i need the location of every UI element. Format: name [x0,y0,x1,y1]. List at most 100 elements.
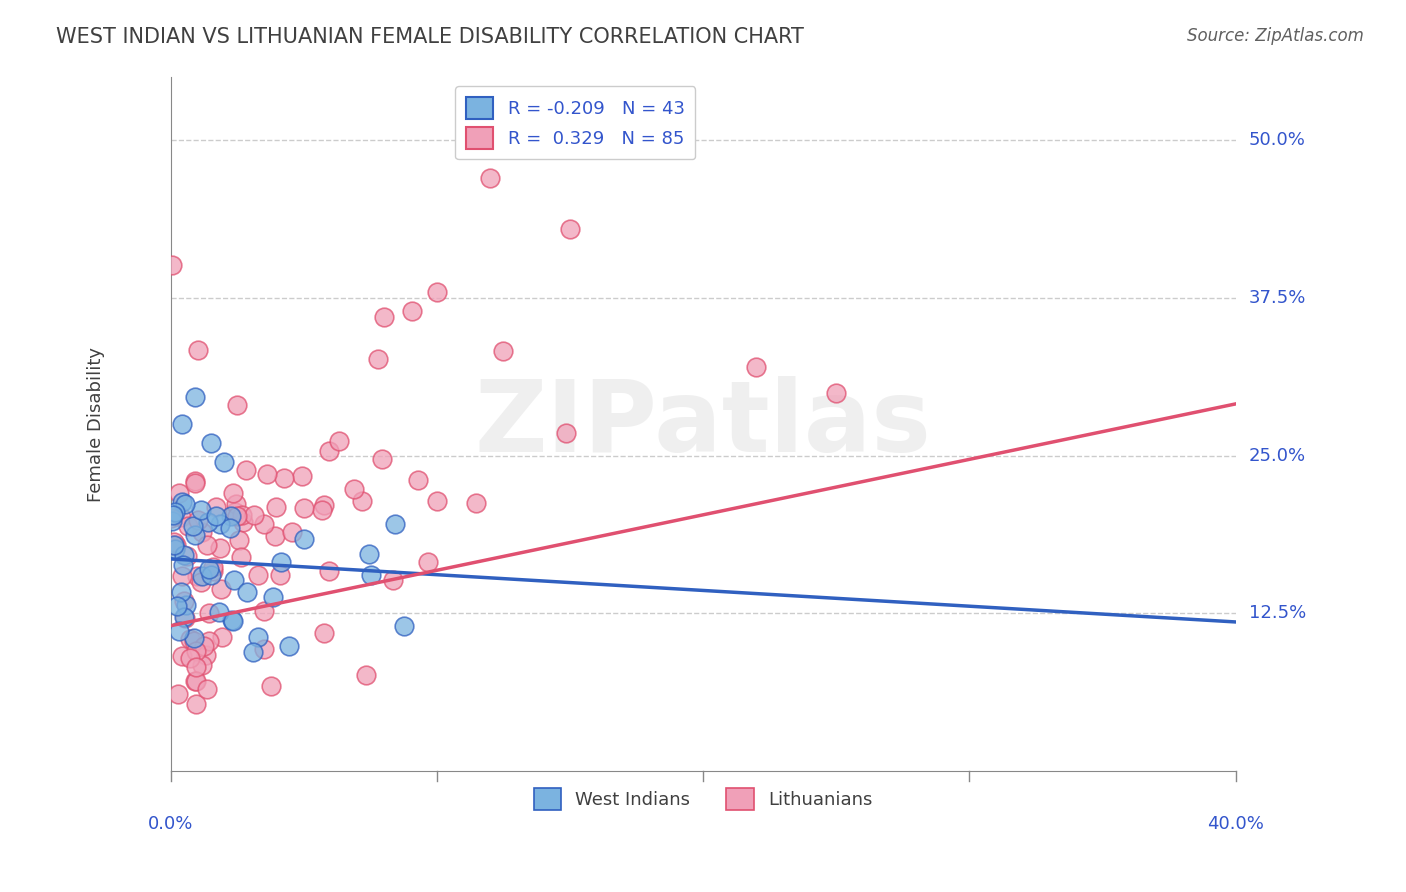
Point [291,469,314,483]
Point [195,648,218,663]
Point [269,568,291,582]
Point [235,462,257,476]
Point [219,521,242,535]
Point [162,508,184,522]
Point [160,514,183,528]
Point [253,604,276,618]
Point [183,527,205,541]
Point [229,549,252,564]
Point [176,549,198,563]
Point [209,582,232,597]
Point [187,512,209,526]
Point [179,650,201,665]
Point [357,548,380,562]
Point [292,501,315,516]
Point [160,258,183,272]
Point [160,510,183,524]
Point [318,564,340,578]
Point [172,558,194,573]
Point [201,564,224,578]
Point [243,508,266,522]
Point [384,517,406,532]
Point [262,591,284,605]
Point [186,568,208,582]
Point [426,285,449,299]
Text: 0.0%: 0.0% [148,814,193,833]
Point [202,559,225,574]
Point [183,475,205,489]
Point [465,496,488,510]
Point [170,510,193,524]
Point [183,519,205,533]
Point [392,619,415,633]
Point [170,417,193,432]
Point [825,385,848,400]
Point [169,486,191,500]
Point [253,642,276,657]
Point [195,681,218,696]
Point [558,221,581,235]
Point [263,529,285,543]
Point [318,444,340,458]
Point [745,360,768,375]
Point [382,574,405,588]
Point [165,505,187,519]
Point [253,517,276,532]
Point [208,605,231,619]
Point [222,486,245,500]
Point [492,343,515,358]
Point [311,502,333,516]
Point [226,398,249,412]
Point [228,533,250,547]
Text: Female Disability: Female Disability [87,347,105,501]
Point [354,667,377,681]
Point [221,508,243,523]
Point [190,574,212,589]
Point [170,495,193,509]
Point [281,524,304,539]
Point [225,498,247,512]
Point [231,508,253,522]
Point [163,538,186,552]
Point [166,599,188,613]
Point [426,494,449,508]
Point [183,634,205,648]
Point [191,657,214,672]
Text: 12.5%: 12.5% [1249,604,1306,622]
Point [367,352,389,367]
Point [236,585,259,599]
Point [350,494,373,508]
Point [174,497,197,511]
Point [186,660,208,674]
Point [273,471,295,485]
Point [165,538,187,552]
Point [198,634,221,648]
Point [195,538,218,552]
Text: WEST INDIAN VS LITHUANIAN FEMALE DISABILITY CORRELATION CHART: WEST INDIAN VS LITHUANIAN FEMALE DISABIL… [56,27,804,46]
Text: Source: ZipAtlas.com: Source: ZipAtlas.com [1187,27,1364,45]
Point [173,594,195,608]
Point [256,467,278,481]
Point [226,508,249,523]
Point [163,542,186,557]
Text: 37.5%: 37.5% [1249,289,1306,307]
Point [197,515,219,529]
Text: 50.0%: 50.0% [1249,131,1306,150]
Point [247,630,270,644]
Point [205,508,228,523]
Point [260,679,283,693]
Point [270,555,292,569]
Point [183,631,205,645]
Point [222,574,245,588]
Point [186,674,208,689]
Point [183,476,205,491]
Point [232,515,254,529]
Point [170,568,193,582]
Point [179,632,201,647]
Point [177,519,200,533]
Point [198,607,221,621]
Point [209,517,232,532]
Point [211,630,233,644]
Point [190,503,212,517]
Point [193,640,215,654]
